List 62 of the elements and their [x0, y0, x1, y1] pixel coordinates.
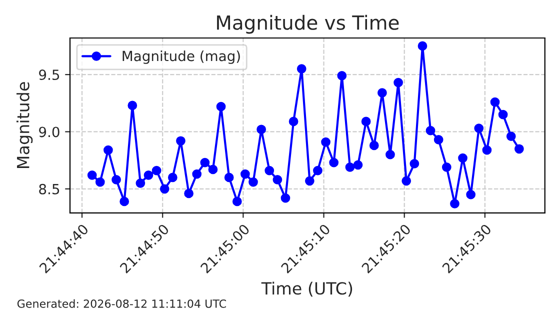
point — [410, 159, 420, 168]
point — [240, 169, 250, 179]
point — [482, 145, 492, 155]
point — [329, 158, 339, 168]
point — [224, 172, 234, 182]
point — [442, 162, 452, 172]
point — [361, 116, 371, 126]
point — [192, 169, 202, 179]
point — [466, 190, 476, 200]
point — [345, 162, 355, 172]
point — [168, 172, 178, 182]
point — [304, 176, 314, 186]
point — [321, 137, 330, 147]
point — [434, 135, 444, 144]
legend-label: Magnitude (mag) — [122, 50, 240, 64]
point — [514, 144, 524, 154]
point — [104, 145, 113, 155]
text: Generated: 2026-08-12 11:11:04 UTC — [17, 299, 226, 308]
point — [296, 64, 306, 74]
point — [176, 136, 186, 146]
point — [337, 71, 347, 80]
point — [128, 100, 138, 110]
point — [353, 160, 363, 170]
point — [95, 177, 105, 187]
point — [458, 153, 468, 163]
point — [280, 193, 290, 203]
point — [264, 166, 274, 176]
point — [490, 97, 500, 107]
point — [184, 188, 194, 198]
point — [256, 124, 266, 134]
point — [506, 132, 516, 141]
x-axis-title: Time (UTC) — [261, 282, 352, 297]
point — [474, 124, 484, 133]
point — [313, 166, 322, 176]
point — [216, 102, 226, 112]
point — [160, 184, 170, 194]
point — [120, 196, 130, 206]
point — [248, 177, 258, 187]
point — [386, 150, 395, 160]
point — [208, 164, 218, 174]
point — [136, 178, 146, 188]
y-tick-label: 8.5 — [39, 184, 60, 194]
point — [152, 166, 162, 176]
point — [272, 175, 282, 184]
point — [402, 176, 412, 186]
point — [232, 196, 242, 206]
point — [394, 78, 403, 88]
point — [369, 140, 379, 150]
point — [426, 126, 436, 136]
y-axis-title: Magnitude — [16, 82, 33, 168]
y-tick-label: 9.0 — [39, 126, 60, 138]
point — [418, 41, 428, 51]
chart-title: Magnitude vs Time — [217, 14, 399, 34]
point — [200, 158, 210, 168]
point — [144, 170, 154, 180]
y-tick-label: 9.5 — [39, 70, 60, 80]
point — [498, 110, 508, 120]
point — [112, 175, 121, 184]
point — [378, 88, 387, 98]
point — [87, 170, 97, 180]
point — [288, 116, 298, 126]
point — [450, 199, 460, 208]
